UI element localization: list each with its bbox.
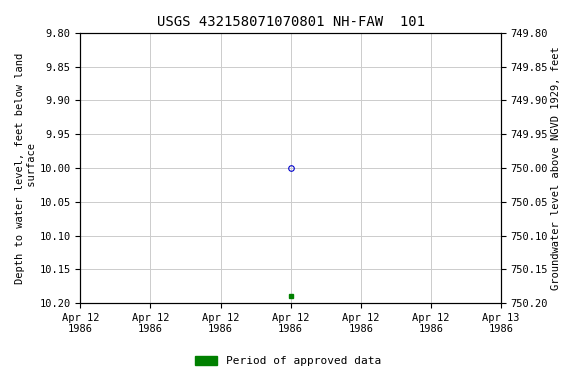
Y-axis label: Groundwater level above NGVD 1929, feet: Groundwater level above NGVD 1929, feet xyxy=(551,46,561,290)
Title: USGS 432158071070801 NH-FAW  101: USGS 432158071070801 NH-FAW 101 xyxy=(157,15,425,29)
Y-axis label: Depth to water level, feet below land
 surface: Depth to water level, feet below land su… xyxy=(15,52,37,284)
Legend: Period of approved data: Period of approved data xyxy=(191,352,385,371)
